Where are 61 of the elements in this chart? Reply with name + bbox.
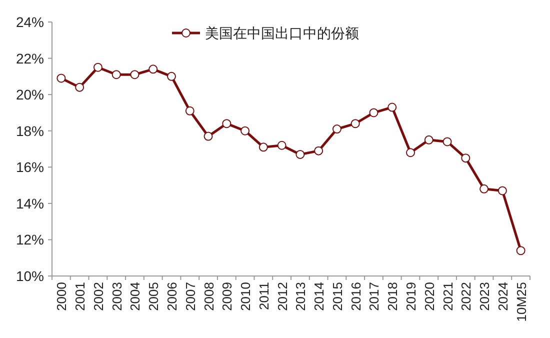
legend-label: 美国在中国出口中的份额 [205,25,359,41]
y-tick-label: 14% [16,195,44,212]
x-tick-label: 2004 [128,282,143,311]
x-tick-label: 2008 [201,282,216,311]
x-tick-label: 2015 [330,282,345,311]
x-tick-label: 2016 [348,282,364,311]
x-tick-label: 2024 [495,282,510,311]
point [148,64,158,74]
point [350,119,360,128]
point [277,140,286,150]
y-tick-label: 16% [16,159,44,176]
point [296,150,305,159]
x-tick-label: 2012 [274,282,290,311]
x-tick-label: 2023 [477,282,492,311]
point [240,126,250,136]
x-tick-label: 2017 [366,282,382,311]
point [516,246,526,256]
point [167,72,176,81]
point [480,184,489,194]
x-tick-label: 2013 [293,282,308,311]
x-tick-label: 2021 [440,282,456,311]
point [222,119,232,128]
x-tick-label: 2011 [256,282,272,310]
y-tick-label: 24% [16,14,44,30]
point [93,62,102,72]
point [406,148,415,158]
point [185,106,194,116]
x-tick-label: 2006 [164,282,180,311]
x-tick-label: 2003 [109,282,124,311]
x-tick-label: 2009 [220,282,235,311]
x-tick-label: 2010 [238,282,254,311]
y-tick-label: 10% [16,268,44,284]
point [442,137,452,146]
point [130,70,140,80]
y-tick-label: 20% [16,86,44,103]
point [369,108,378,118]
point [461,154,470,163]
x-tick-label: 2020 [422,282,437,311]
point [112,70,121,80]
x-tick-label: 2002 [90,282,106,311]
point [258,142,268,152]
x-tick-label: 2007 [182,282,198,311]
x-tick-label: 2019 [404,282,418,311]
point [424,135,434,144]
x-tick-label: 2014 [312,282,327,311]
y-tick-label: 12% [16,232,44,248]
point [388,102,397,112]
x-tick-label: 2022 [458,282,474,311]
y-tick-label: 22% [16,50,44,66]
point [498,186,507,196]
point [204,132,213,141]
x-tick-label: 2000 [54,282,70,311]
x-tick-label: 2018 [385,282,400,311]
x-tick-label: 2001 [72,282,88,311]
point [332,124,342,134]
x-tick-label: 10M25 [514,282,529,322]
point [314,146,324,156]
point [56,74,66,83]
x-tick-label: 2005 [146,282,162,311]
y-tick-label: 18% [16,122,44,139]
point [75,82,84,92]
